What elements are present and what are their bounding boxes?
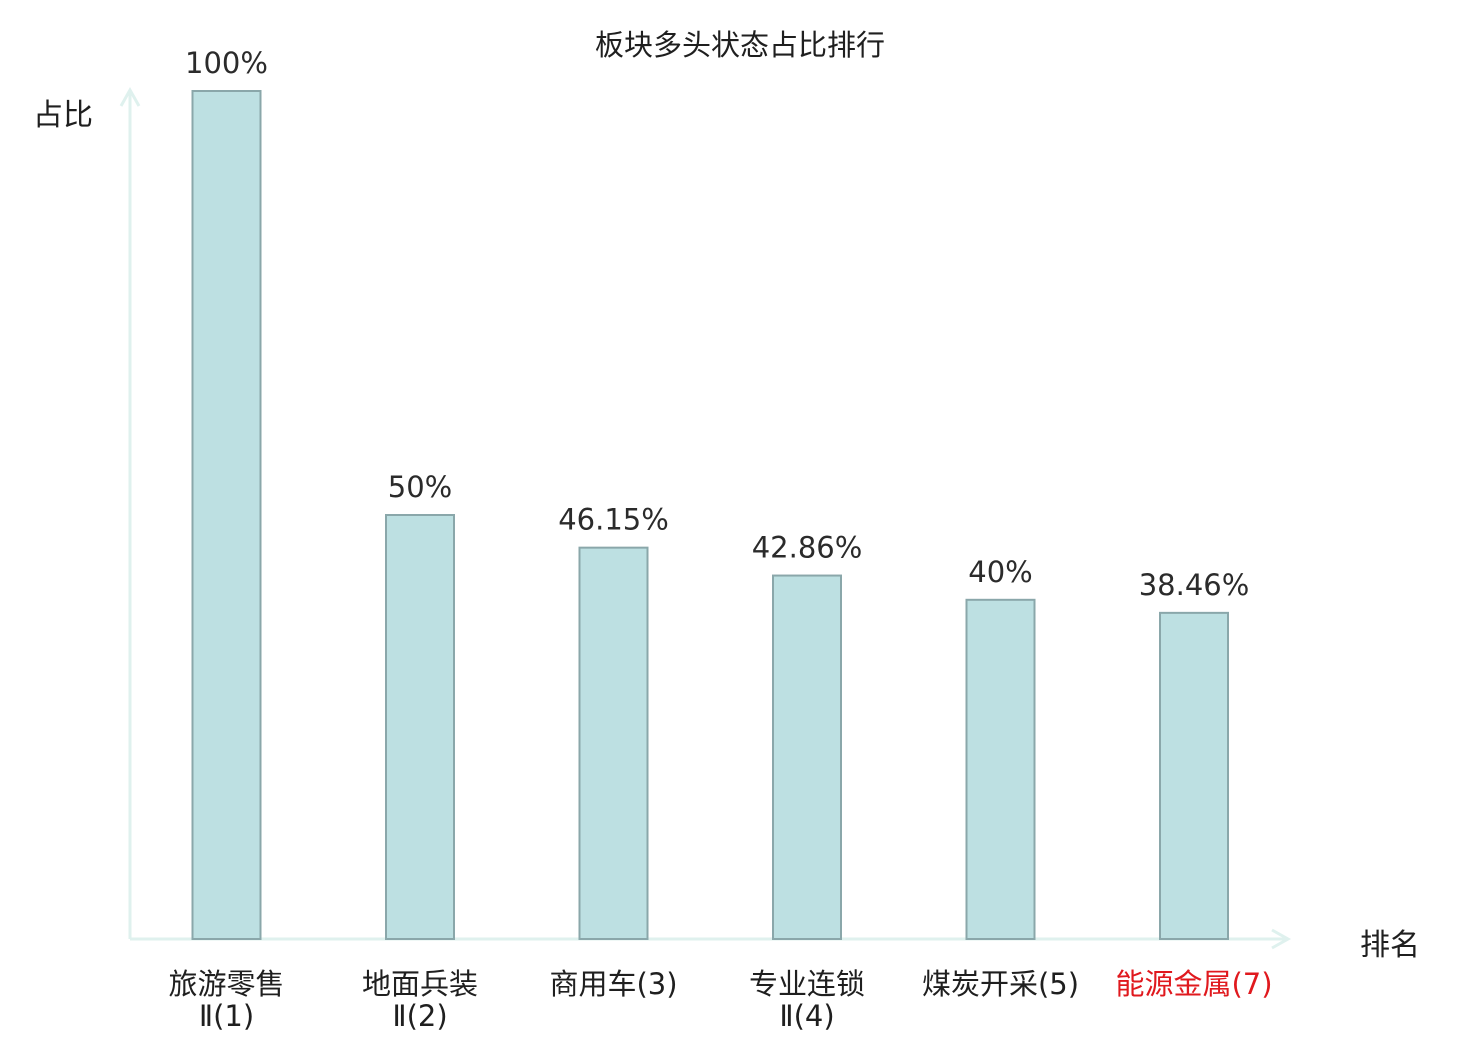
y-axis-label: 占比: [33, 98, 93, 133]
x-tick-label: 能源金属(7): [1115, 967, 1272, 1001]
data-label: 38.46%: [1139, 568, 1250, 602]
bar: [191, 90, 262, 940]
bar: [1159, 611, 1229, 940]
x-tick-label: 旅游零售: [168, 967, 284, 1001]
x-tick-label-line2: Ⅱ(4): [779, 999, 834, 1033]
x-axis-label: 排名: [1360, 928, 1420, 963]
chart-title: 板块多头状态占比排行: [594, 28, 885, 62]
x-axis-arrow: [1271, 928, 1292, 950]
y-axis-arrow: [119, 86, 141, 107]
x-tick-label: 商用车(3): [549, 967, 677, 1001]
axes: [119, 86, 1292, 950]
bars: [191, 90, 1229, 940]
x-tick-label: 地面兵装: [362, 967, 478, 1001]
bar: [772, 574, 842, 940]
bar: [385, 514, 455, 940]
bar: [965, 598, 1036, 940]
data-label: 42.86%: [752, 531, 863, 565]
data-label: 40%: [968, 555, 1032, 589]
bar: [578, 546, 649, 940]
x-tick-label-line2: Ⅱ(2): [392, 999, 447, 1033]
data-label: 100%: [185, 46, 268, 80]
data-label: 50%: [388, 470, 452, 504]
x-tick-label: 专业连锁: [749, 967, 865, 1001]
x-tick-label: 煤炭开采(5): [922, 967, 1079, 1001]
x-tick-label-line2: Ⅱ(1): [199, 999, 254, 1033]
data-label: 46.15%: [558, 503, 669, 537]
